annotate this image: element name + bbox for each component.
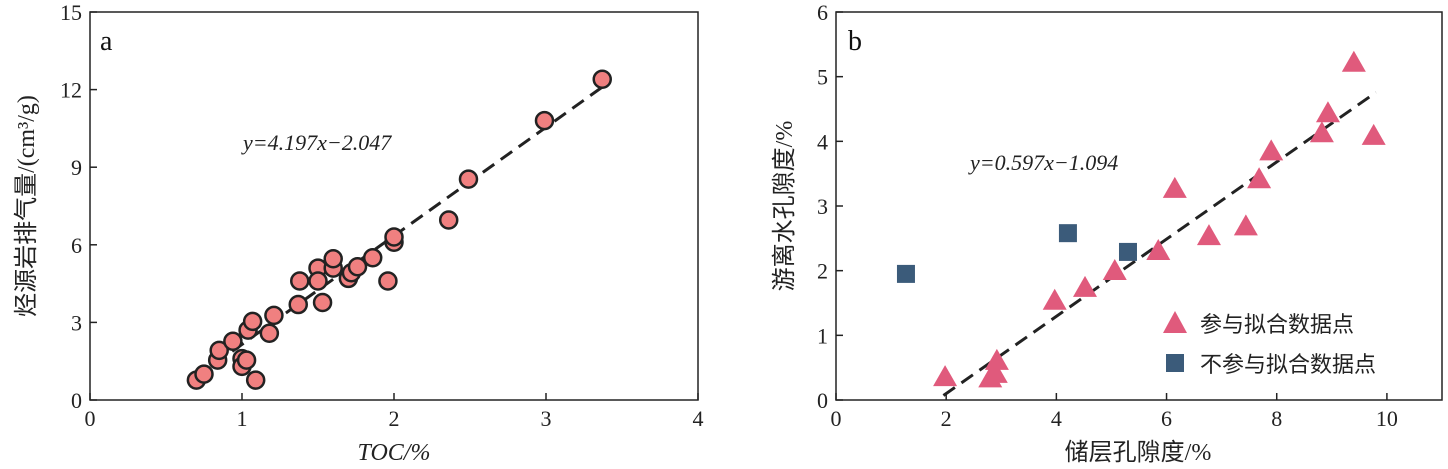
y-tick-label: 0 [817,388,828,413]
y-tick-label: 15 [60,0,82,25]
data-point [264,305,284,326]
x-tick-label: 3 [541,406,552,431]
data-point [290,271,310,291]
y-tick-label: 1 [817,323,828,348]
y-tick-label: 3 [71,310,82,335]
y-axis-label-b: 游离水孔隙度/% [771,121,798,292]
data-point [236,350,257,370]
data-point [458,169,479,189]
x-tick-label: 2 [941,406,952,431]
x-tick-label: 0 [85,406,96,431]
x-tick-label: 4 [693,406,704,431]
legend-square-marker [1166,354,1184,372]
y-tick-label: 2 [817,259,828,284]
y-tick-label: 9 [71,155,82,180]
x-tick-label: 1 [237,406,248,431]
y-tick-label: 3 [817,194,828,219]
data-point [245,370,266,390]
data-point-nonfit [1118,242,1137,261]
x-tick-label: 2 [389,406,400,431]
data-point [362,247,383,268]
data-point [384,227,404,247]
x-tick-label: 6 [1161,406,1172,431]
data-point-fit [1073,275,1098,297]
data-point-fit [1361,123,1386,145]
data-point [259,323,280,344]
data-point-fit [1102,259,1127,281]
x-tick-label: 0 [831,406,842,431]
data-point-fit [933,365,958,387]
data-point-nonfit [1058,224,1077,243]
panel-label-b: b [848,26,862,57]
data-point-fit [984,348,1009,370]
y-tick-label: 4 [817,129,828,154]
plot-frame-a [89,11,699,401]
y-tick-label: 6 [817,0,828,25]
data-point [223,331,243,352]
panel-label-a: a [100,26,113,57]
data-point-nonfit [896,264,915,283]
data-point-fit [1146,238,1171,260]
data-point [209,340,229,361]
y-tick-label: 0 [71,388,82,413]
legend-label-nonfit: 不参与拟合数据点 [1200,353,1376,378]
panel-b: b y=0.597x−1.094 储层孔隙度/% 游离水孔隙度/% 参与拟合数据… [771,0,1443,466]
x-axis-label-a: TOC/% [358,440,431,466]
legend-triangle-marker [1163,311,1187,333]
x-tick-label: 10 [1376,406,1398,431]
data-point-fit [1341,50,1366,72]
panel-a: a y=4.197x−2.047 TOC/% 烃源岩排气量/(cm³/g) 0 1… [13,0,704,466]
data-point-fit [1162,176,1187,198]
data-point [312,292,333,313]
data-point-fit [1196,224,1221,246]
equation-b: y=0.597x−1.094 [968,150,1118,175]
equation-a: y=4.197x−2.047 [241,130,392,155]
data-point [288,294,308,315]
y-tick-label: 12 [60,78,82,103]
data-point [242,311,263,332]
data-point [438,210,459,230]
x-tick-label: 4 [1051,406,1062,431]
x-tick-label: 8 [1271,406,1282,431]
y-tick-label: 6 [71,233,82,258]
data-point [378,271,398,291]
data-point [323,249,343,269]
data-point-fit [1233,214,1258,236]
data-point [534,110,555,131]
data-point-fit [1042,288,1067,310]
legend: 参与拟合数据点 不参与拟合数据点 [1163,311,1376,378]
legend-label-fit: 参与拟合数据点 [1200,313,1354,338]
data-point-fit [983,361,1008,383]
y-axis-label-a: 烃源岩排气量/(cm³/g) [13,95,40,317]
data-point-fit [1309,121,1334,143]
data-point-fit [1247,167,1272,189]
data-point-fit [1315,101,1340,123]
data-point [308,271,328,291]
data-point-fit [1259,139,1284,161]
x-axis-label-b: 储层孔隙度/% [1065,439,1212,466]
fit-line [195,82,608,379]
data-point [592,69,612,90]
data-point [347,257,368,277]
data-point [194,364,214,384]
y-tick-label: 5 [817,65,828,90]
